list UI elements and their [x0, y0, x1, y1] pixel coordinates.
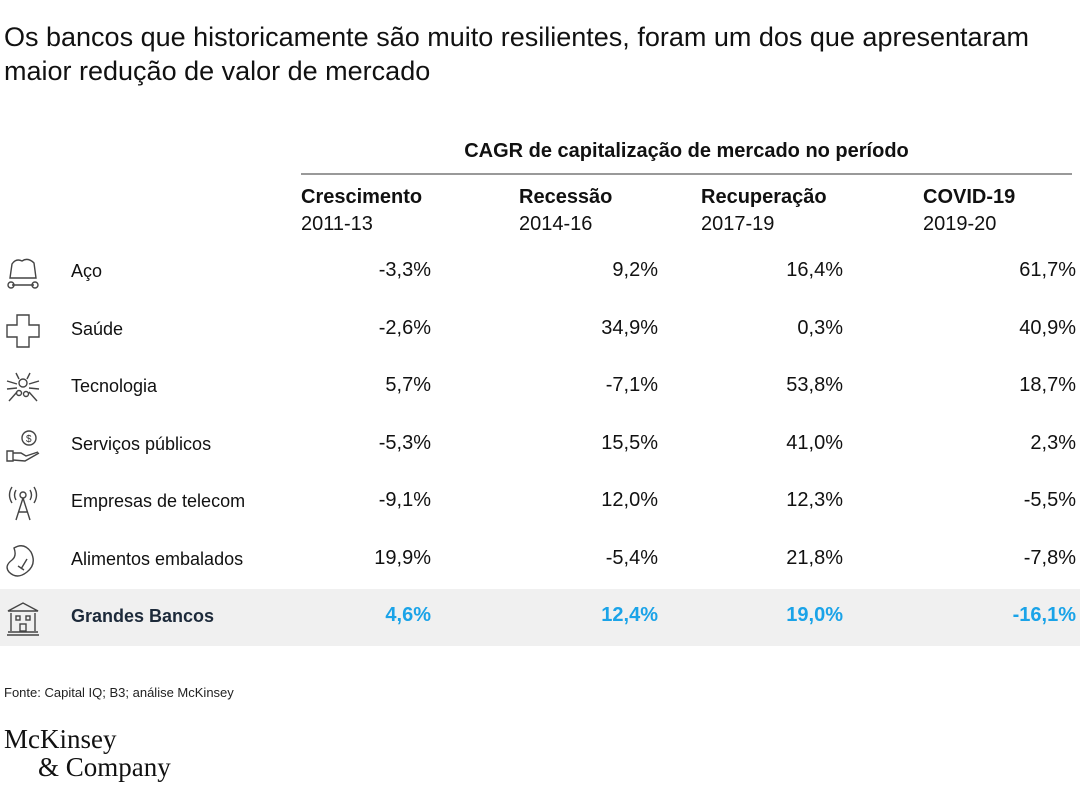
- cell-value: -5,4%: [605, 546, 658, 569]
- column-name: Crescimento: [301, 186, 423, 208]
- cell-value: -9,1%: [378, 489, 431, 511]
- row-label: Alimentos embalados: [71, 548, 244, 569]
- row-label: Serviços públicos: [71, 433, 212, 454]
- row-label: Aço: [71, 261, 103, 281]
- column-name: Recuperação: [701, 186, 827, 208]
- cell-value: -7,1%: [605, 374, 658, 396]
- cell-value: 53,8%: [786, 374, 843, 396]
- cell-value: -7,8%: [1023, 546, 1076, 569]
- cell-value: 16,4%: [786, 259, 843, 281]
- column-header: Recessão 2014-16: [519, 184, 612, 238]
- cell-value: 61,7%: [1019, 259, 1076, 281]
- cell-value: -16,1%: [1012, 604, 1076, 626]
- medical-cross-icon: [6, 313, 40, 348]
- cell-value: -5,5%: [1023, 489, 1076, 511]
- mining-cart-icon: [7, 258, 39, 289]
- logo-line1: McKinsey: [4, 724, 117, 754]
- row-label: Saúde: [71, 318, 124, 339]
- chart-title: Os bancos que historicamente são muito r…: [4, 22, 1030, 86]
- column-period: 2019-20: [923, 213, 997, 235]
- cell-value: 9,2%: [612, 259, 658, 281]
- table-row: Grandes Bancos 4,6% 12,4% 19,0% -16,1%: [0, 589, 1080, 646]
- cell-value: 0,3%: [797, 316, 843, 339]
- cell-value: 21,8%: [786, 546, 843, 569]
- table-row: Saúde -2,6% 34,9% 0,3% 40,9%: [0, 302, 1080, 359]
- cell-value: -3,3%: [378, 259, 431, 281]
- hand-coin-icon: $: [6, 429, 40, 462]
- cell-value: 12,0%: [601, 489, 658, 511]
- table-row: Alimentos embalados 19,9% -5,4% 21,8% -7,8%: [0, 532, 1080, 589]
- cell-value: -5,3%: [378, 431, 431, 454]
- cell-value: 12,4%: [601, 604, 658, 626]
- row-label: Empresas de telecom: [71, 491, 246, 511]
- row-label: Tecnologia: [71, 376, 158, 396]
- cell-value: -2,6%: [378, 316, 431, 339]
- cell-value: 41,0%: [786, 431, 843, 454]
- chip-icon: [6, 372, 40, 402]
- super-header: CAGR de capitalização de mercado no perí…: [301, 140, 1072, 175]
- source-note: Fonte: Capital IQ; B3; análise McKinsey: [4, 685, 234, 700]
- cell-value: 12,3%: [786, 489, 843, 511]
- row-label: Grandes Bancos: [71, 606, 215, 626]
- cell-value: 4,6%: [385, 604, 431, 626]
- column-header: Recuperação 2017-19: [701, 184, 827, 238]
- column-period: 2011-13: [301, 213, 373, 235]
- column-header: COVID-19 2019-20: [923, 184, 1015, 238]
- bank-icon: [7, 602, 39, 636]
- table-row: Empresas de telecom -9,1% 12,0% 12,3% -5,5%: [0, 474, 1080, 531]
- cell-value: 5,7%: [385, 374, 431, 396]
- logo-line2: & Company: [38, 752, 171, 782]
- cell-value: 19,9%: [374, 546, 431, 569]
- cell-value: 34,9%: [601, 316, 658, 339]
- cell-value: 15,5%: [601, 431, 658, 454]
- column-header: Crescimento 2011-13: [301, 184, 422, 238]
- column-name: COVID-19: [923, 186, 1016, 208]
- table-row: Tecnologia 5,7% -7,1% 53,8% 18,7%: [0, 359, 1080, 416]
- antenna-tower-icon: [8, 486, 38, 521]
- table-row: Aço -3,3% 9,2% 16,4% 61,7%: [0, 244, 1080, 301]
- column-name: Recessão: [519, 186, 613, 208]
- column-period: 2017-19: [701, 213, 775, 235]
- food-icon: [6, 544, 34, 577]
- cell-value: 19,0%: [786, 604, 843, 626]
- table-row: $ Serviços públicos -5,3% 15,5% 41,0% 2,3%: [0, 417, 1080, 474]
- cell-value: 40,9%: [1019, 316, 1076, 339]
- svg-text:$: $: [26, 434, 32, 445]
- column-period: 2014-16: [519, 213, 593, 235]
- mckinsey-logo: McKinsey & Company: [4, 725, 171, 781]
- cell-value: 2,3%: [1030, 431, 1076, 454]
- cell-value: 18,7%: [1019, 374, 1076, 396]
